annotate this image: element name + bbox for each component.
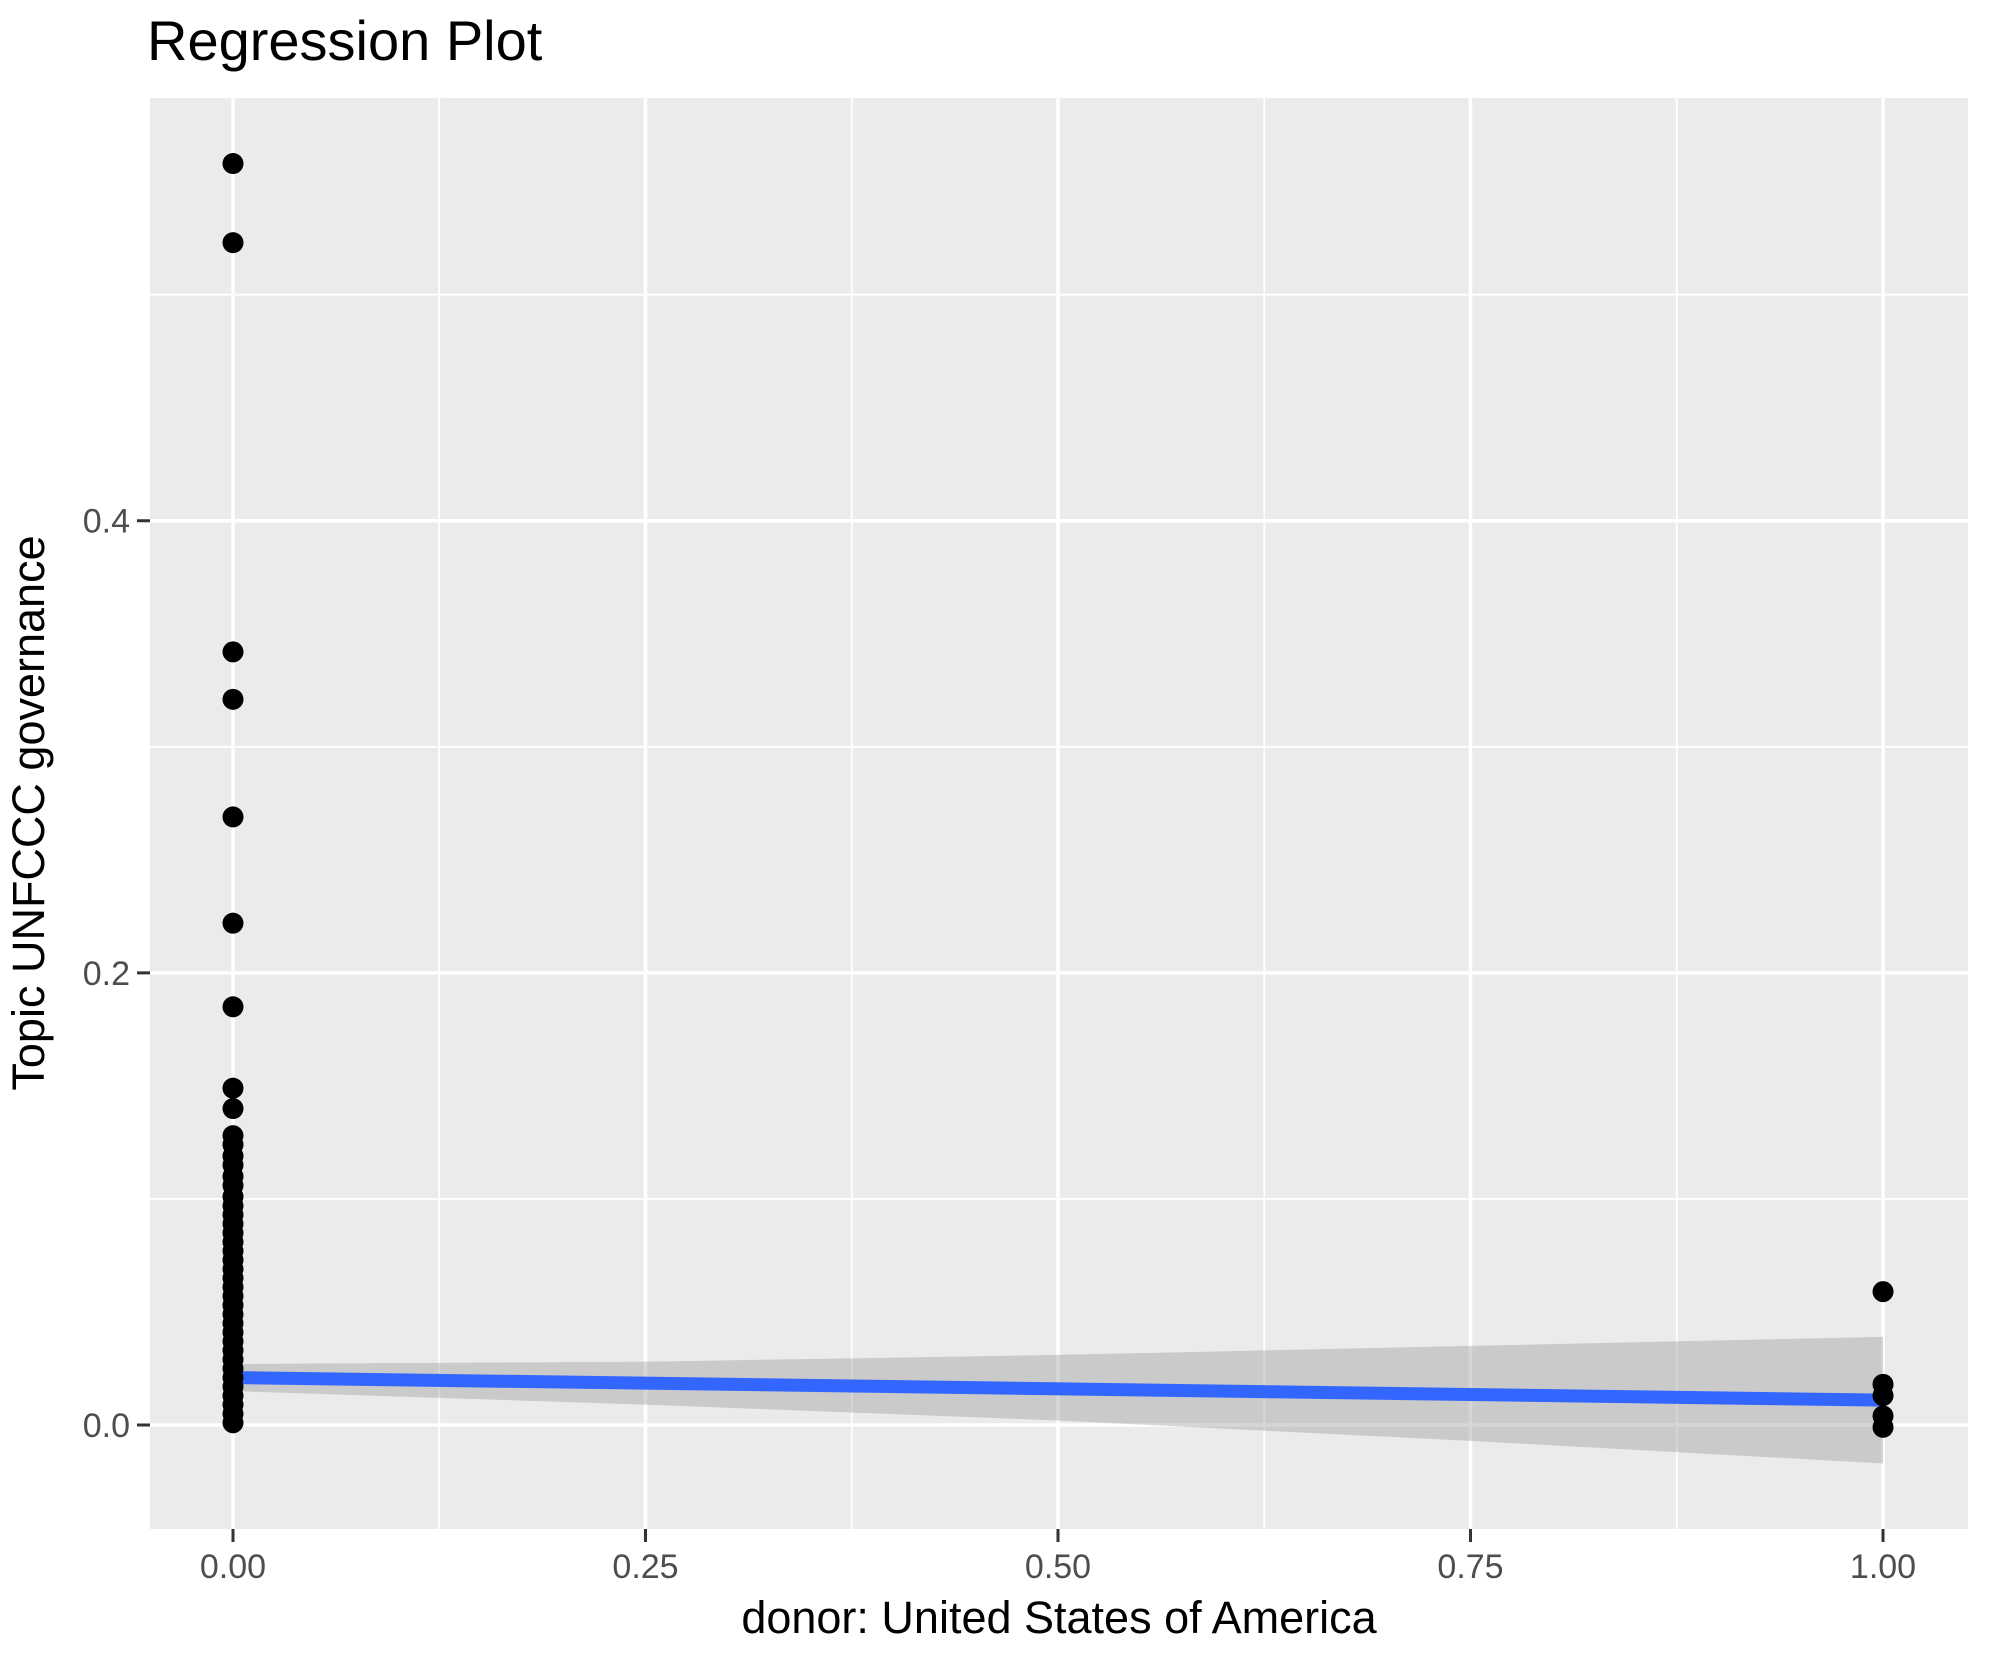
data-point: [222, 232, 244, 254]
x-tick-label: 0.00: [200, 1548, 266, 1586]
data-point: [1872, 1281, 1894, 1303]
data-point: [222, 688, 244, 710]
x-tick-label: 0.75: [1437, 1548, 1503, 1586]
y-axis-title: Topic UNFCCC governance: [3, 535, 54, 1090]
regression-line: [232, 1371, 1884, 1407]
data-point: [1872, 1416, 1894, 1438]
plot-title: Regression Plot: [147, 9, 543, 72]
data-point: [222, 912, 244, 934]
x-tick-label: 1.00: [1850, 1548, 1916, 1586]
data-point: [222, 996, 244, 1018]
x-axis-title: donor: United States of America: [741, 1592, 1377, 1643]
y-tick-label: 0.0: [83, 1407, 130, 1445]
data-point: [222, 1412, 244, 1434]
data-point: [222, 1098, 244, 1120]
confidence-band: [232, 1336, 1884, 1464]
data-point: [222, 641, 244, 663]
data-point: [222, 806, 244, 828]
data-point: [1872, 1385, 1894, 1407]
data-point: [222, 1077, 244, 1099]
x-tick-label: 0.25: [612, 1548, 678, 1586]
y-tick-label: 0.4: [83, 503, 130, 541]
x-tick-label: 0.50: [1025, 1548, 1091, 1586]
y-tick-label: 0.2: [83, 955, 130, 993]
data-point: [222, 153, 244, 175]
